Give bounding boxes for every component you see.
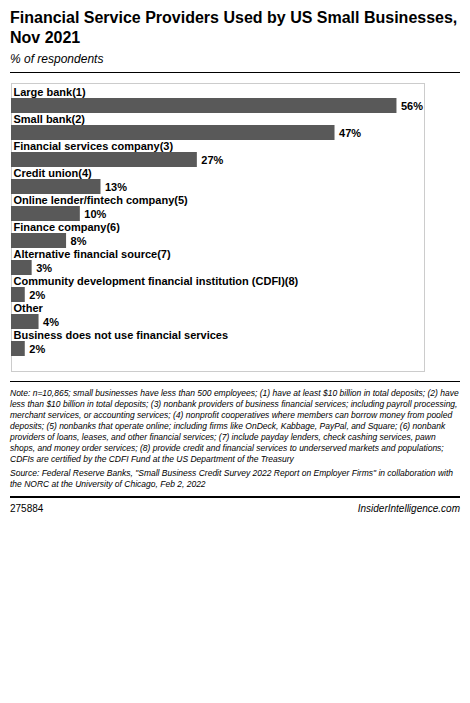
html-text:% of respondents: % of respondents [10, 52, 104, 66]
svg-text:Online lender/fintech company(: Online lender/fintech company(5) [14, 194, 189, 206]
svg-text:10%: 10% [84, 208, 106, 220]
svg-text:47%: 47% [339, 127, 361, 139]
svg-text:2%: 2% [29, 289, 45, 301]
svg-text:2%: 2% [29, 343, 45, 355]
html-text:Source: Federal Reserve Banks,: Source: Federal Reserve Banks, "Small Bu… [10, 468, 453, 490]
svg-text:Alternative financial source(7: Alternative financial source(7) [14, 248, 171, 260]
html-text:InsiderIntelligence.com: InsiderIntelligence.com [357, 503, 460, 515]
svg-text:Credit union(4): Credit union(4) [14, 167, 93, 179]
svg-text:13%: 13% [105, 181, 127, 193]
svg-text:56%: 56% [401, 100, 423, 112]
svg-text:Other: Other [14, 302, 44, 314]
svg-text:Small bank(2): Small bank(2) [14, 113, 86, 125]
svg-text:Finance company(6): Finance company(6) [14, 221, 121, 233]
html-text:275884: 275884 [10, 503, 44, 515]
svg-text:Financial services company(3): Financial services company(3) [14, 140, 174, 152]
svg-text:Business does not use financia: Business does not use financial services [14, 329, 229, 341]
svg-text:4%: 4% [43, 316, 59, 328]
svg-text:Large bank(1): Large bank(1) [14, 86, 86, 98]
html-text:Financial Service Providers Us: Financial Service Providers Used by US S… [10, 9, 458, 46]
svg-text:27%: 27% [201, 154, 223, 166]
svg-text:3%: 3% [36, 262, 52, 274]
svg-text:Community development financia: Community development financial institut… [14, 275, 299, 287]
html-text:Note: n=10,865; small business: Note: n=10,865; small businesses have le… [10, 388, 459, 465]
svg-text:8%: 8% [71, 235, 87, 247]
